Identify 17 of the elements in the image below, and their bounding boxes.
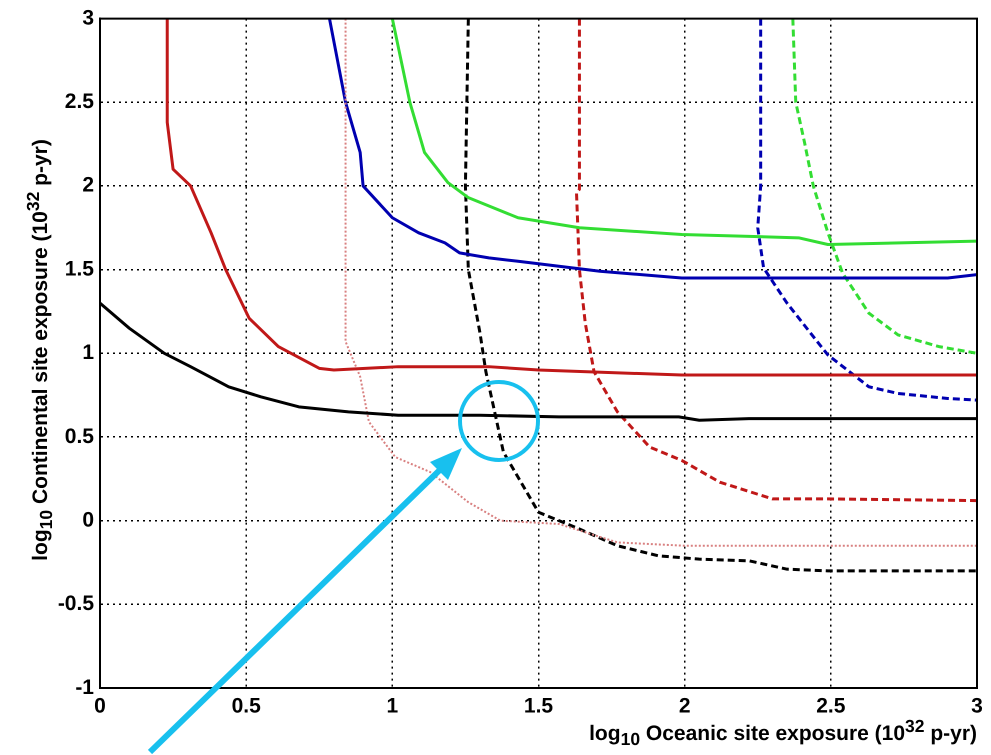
line-series bbox=[344, 18, 977, 547]
x-tick-label: 2 bbox=[678, 694, 691, 718]
y-tick-label: -0.5 bbox=[58, 592, 94, 616]
y-tick-label: 1 bbox=[82, 341, 94, 364]
y-tick-label: 1.5 bbox=[64, 257, 94, 280]
x-tick-label: 1 bbox=[386, 694, 398, 718]
y-tick-label: 2.5 bbox=[64, 90, 94, 114]
y-tick-label: -1 bbox=[75, 676, 94, 699]
y-tick-label: 3 bbox=[82, 6, 94, 30]
x-tick-label: 3 bbox=[971, 694, 983, 718]
y-tick-label: 2 bbox=[82, 174, 94, 197]
y-tick-label: 0 bbox=[82, 508, 94, 532]
x-tick-label: 0.5 bbox=[232, 694, 262, 718]
x-tick-label: 2.5 bbox=[816, 694, 846, 718]
x-tick-label: 1.5 bbox=[524, 694, 554, 718]
x-axis-title: log$_{10}$ Oceanic site exposure (10$^{32}$ p-yr) bbox=[589, 716, 977, 750]
y-tick-label: 0.5 bbox=[64, 424, 94, 448]
